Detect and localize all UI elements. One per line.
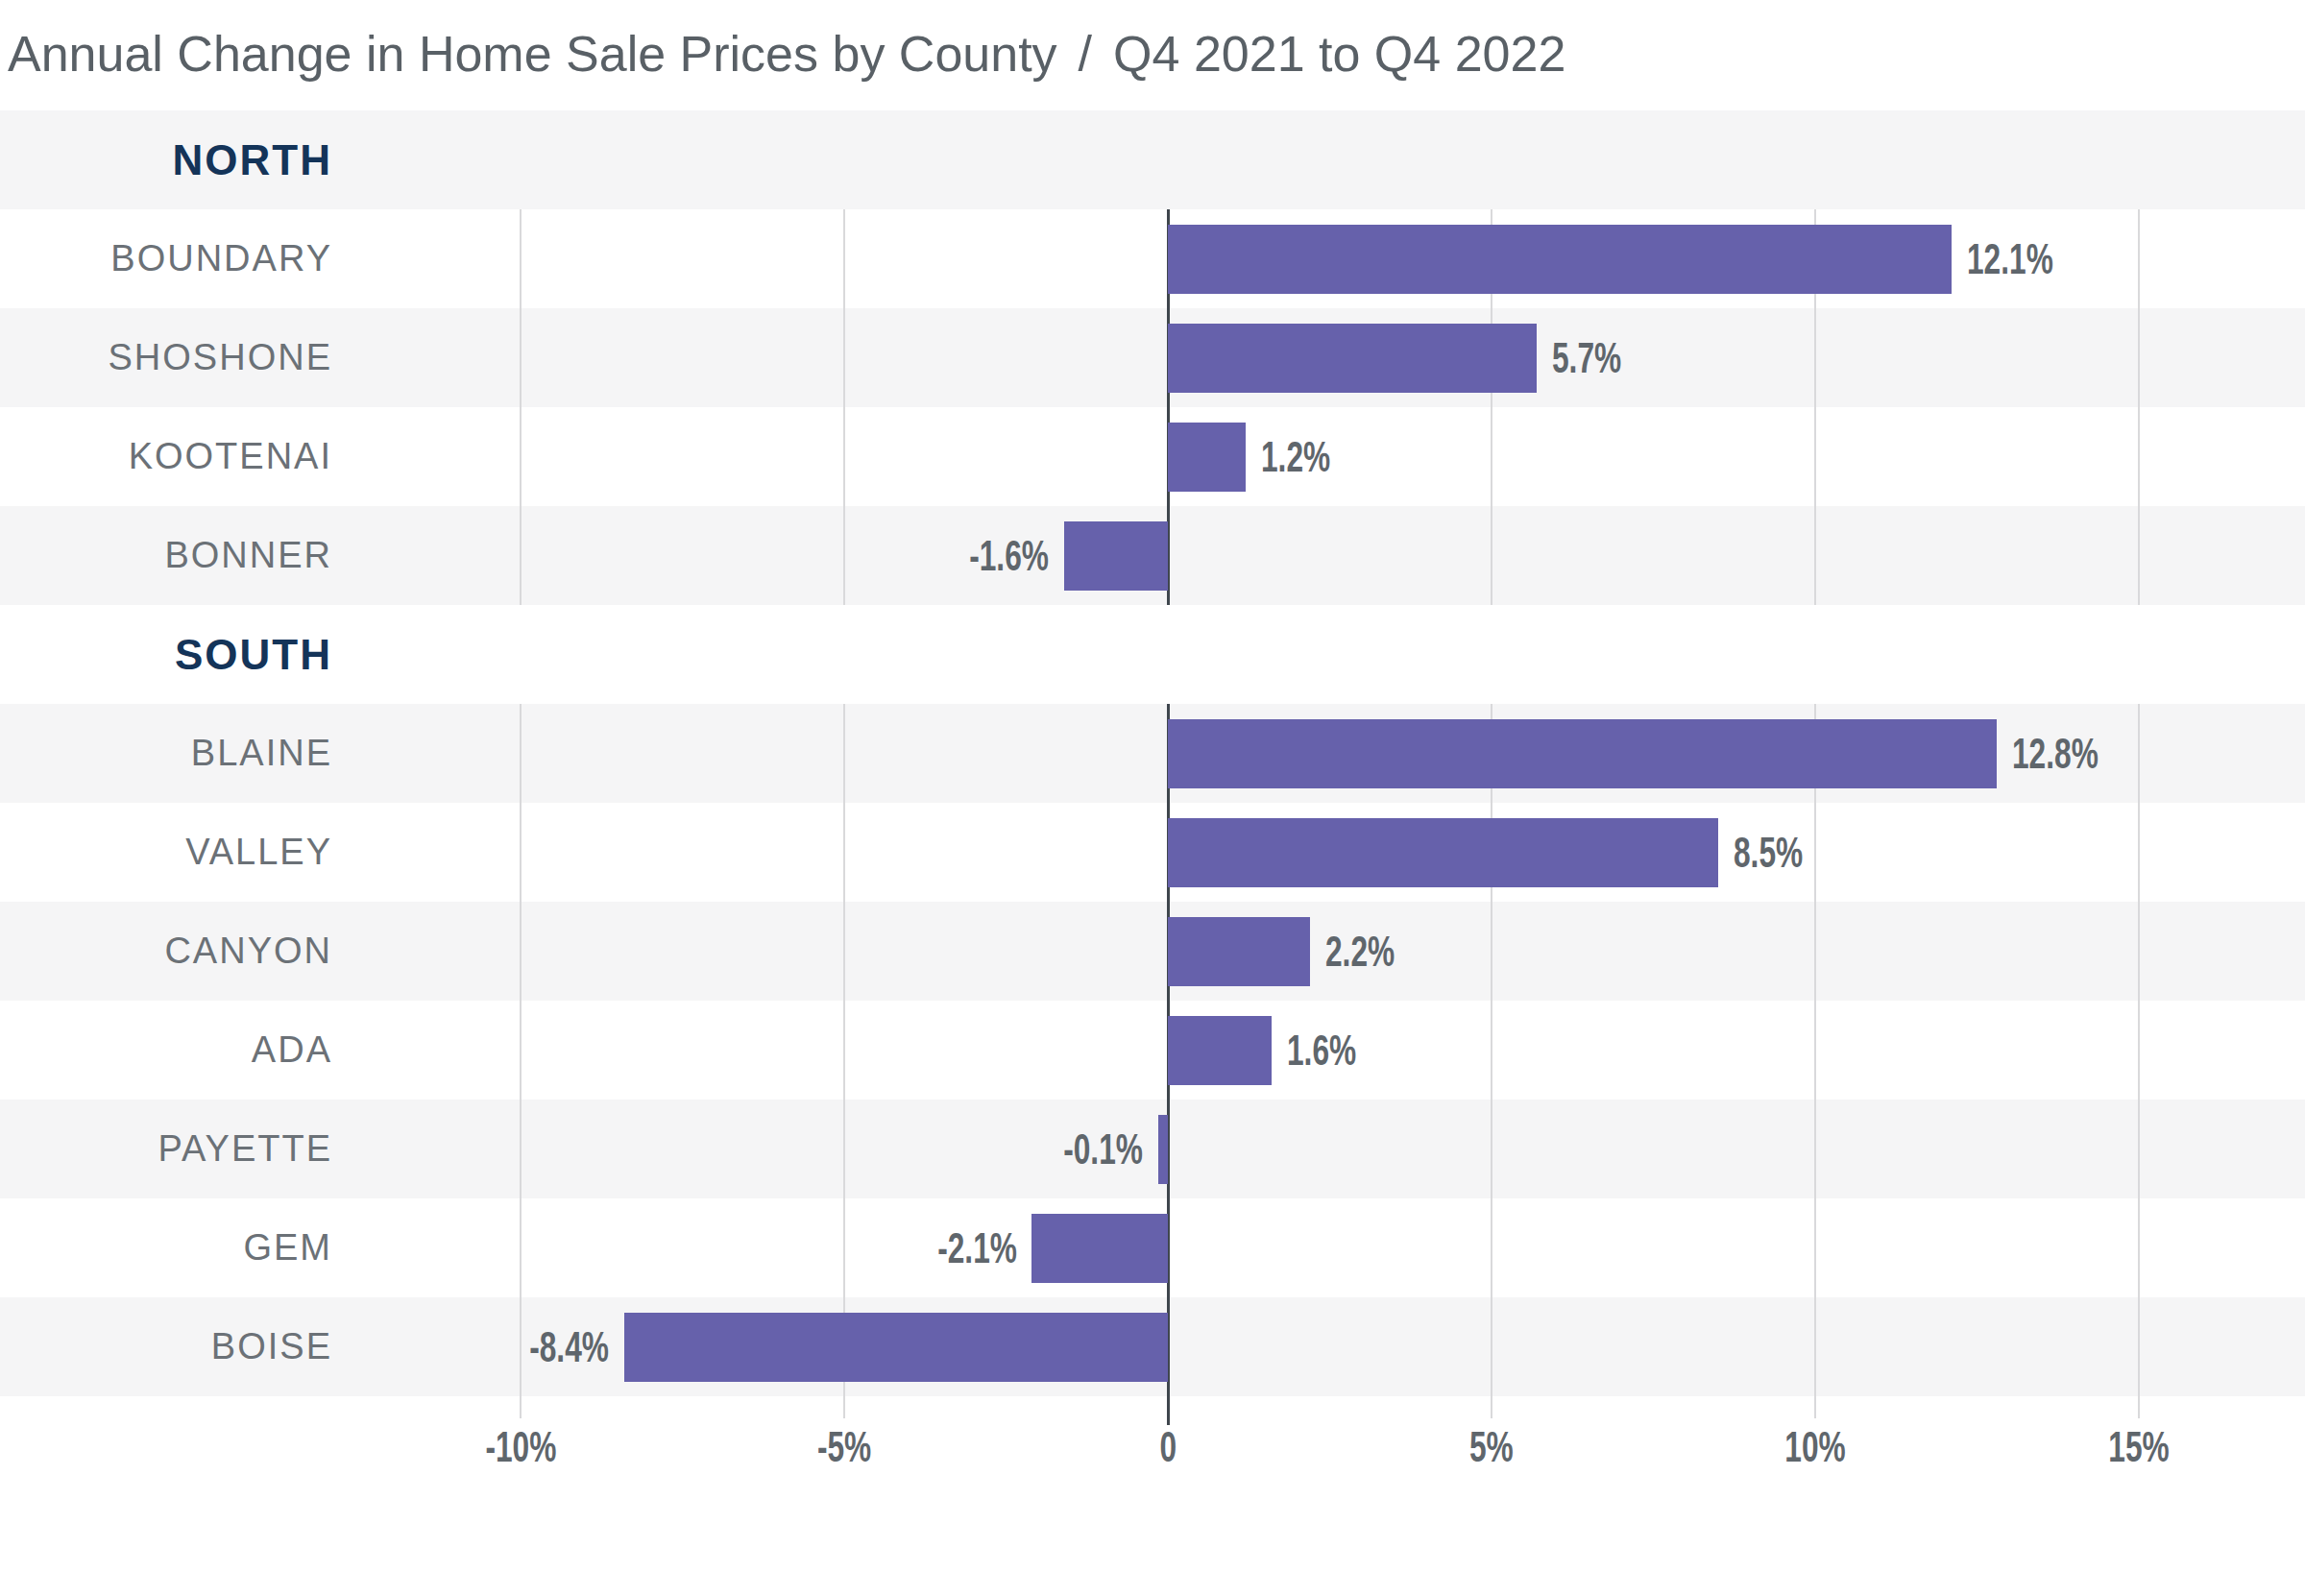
county-label-gem: GEM: [243, 1227, 332, 1269]
row-label-cell: BONNER: [0, 506, 332, 605]
x-tick-label--10: -10%: [415, 1423, 626, 1471]
row-label-cell: PAYETTE: [0, 1100, 332, 1198]
x-tick-label-5: 5%: [1386, 1423, 1597, 1471]
value-text: 1.2%: [1261, 433, 1330, 481]
gridline-15: [2138, 704, 2140, 1418]
value-text: 1.6%: [1287, 1027, 1356, 1075]
county-label-boundary: BOUNDARY: [110, 238, 332, 279]
tick-text: -5%: [817, 1423, 871, 1471]
section-row: NORTH: [0, 110, 2305, 209]
row-label-cell: SHOSHONE: [0, 308, 332, 407]
row-label-cell: BLAINE: [0, 704, 332, 803]
row-label-cell: GEM: [0, 1198, 332, 1297]
table-row: KOOTENAI: [0, 407, 2305, 506]
county-label-valley: VALLEY: [185, 832, 332, 873]
value-label-ada: 1.6%: [1287, 1001, 1383, 1100]
value-text: -1.6%: [969, 532, 1049, 580]
table-row: SHOSHONE: [0, 308, 2305, 407]
chart-canvas: Annual Change in Home Sale Prices by Cou…: [0, 0, 2305, 1596]
section-label-south: SOUTH: [175, 631, 332, 679]
row-label-cell: BOUNDARY: [0, 209, 332, 308]
county-label-ada: ADA: [252, 1029, 332, 1071]
table-row: VALLEY: [0, 803, 2305, 902]
row-label-cell: KOOTENAI: [0, 407, 332, 506]
value-text: -0.1%: [1063, 1125, 1143, 1173]
section-label-north: NORTH: [173, 136, 332, 184]
value-label-canyon: 2.2%: [1325, 902, 1421, 1001]
x-tick-label--5: -5%: [739, 1423, 950, 1471]
bar-canyon: [1168, 917, 1310, 986]
value-label-gem: -2.1%: [907, 1198, 1017, 1297]
table-row: BOUNDARY: [0, 209, 2305, 308]
value-text: 5.7%: [1552, 334, 1621, 382]
value-text: -8.4%: [529, 1323, 609, 1371]
gridline-5: [1491, 704, 1492, 1418]
row-label-cell: ADA: [0, 1001, 332, 1100]
table-row: ADA: [0, 1001, 2305, 1100]
bar-shoshone: [1168, 324, 1537, 393]
value-label-payette: -0.1%: [1032, 1100, 1143, 1198]
tick-text: 5%: [1469, 1423, 1514, 1471]
bar-kootenai: [1168, 423, 1246, 492]
gridline--5: [843, 704, 845, 1418]
row-label-cell: VALLEY: [0, 803, 332, 902]
county-label-canyon: CANYON: [164, 931, 332, 972]
title-main: Annual Change in Home Sale Prices by Cou…: [8, 26, 1057, 82]
value-text: 12.1%: [1967, 235, 2053, 283]
row-label-cell: SOUTH: [0, 605, 332, 704]
tick-text: 15%: [2108, 1423, 2169, 1471]
bar-boise: [624, 1313, 1168, 1382]
bar-ada: [1168, 1016, 1272, 1085]
value-label-shoshone: 5.7%: [1552, 308, 1648, 407]
tick-text: -10%: [485, 1423, 556, 1471]
county-label-kootenai: KOOTENAI: [129, 436, 332, 477]
bar-gem: [1031, 1214, 1168, 1283]
county-label-boise: BOISE: [211, 1326, 332, 1367]
gridline--10: [520, 209, 522, 605]
gridline-15: [2138, 209, 2140, 605]
row-label-cell: BOISE: [0, 1297, 332, 1396]
county-label-blaine: BLAINE: [191, 733, 332, 774]
row-label-cell: NORTH: [0, 110, 332, 209]
value-label-valley: 8.5%: [1734, 803, 1830, 902]
chart-title: Annual Change in Home Sale Prices by Cou…: [8, 25, 1565, 83]
bar-boundary: [1168, 225, 1952, 294]
table-row: PAYETTE: [0, 1100, 2305, 1198]
bar-bonner: [1064, 521, 1168, 591]
value-text: 8.5%: [1734, 829, 1803, 877]
gridline--5: [843, 209, 845, 605]
value-label-bonner: -1.6%: [938, 506, 1049, 605]
value-label-kootenai: 1.2%: [1261, 407, 1357, 506]
value-label-boise: -8.4%: [498, 1297, 609, 1396]
bar-valley: [1168, 818, 1718, 887]
bar-blaine: [1168, 719, 1997, 788]
title-separator: /: [1079, 26, 1092, 82]
tick-text: 0: [1159, 1423, 1177, 1471]
value-label-boundary: 12.1%: [1967, 209, 2087, 308]
value-text: 2.2%: [1325, 928, 1395, 976]
county-label-payette: PAYETTE: [158, 1128, 332, 1170]
x-tick-label-10: 10%: [1710, 1423, 1921, 1471]
section-row: SOUTH: [0, 605, 2305, 704]
county-label-bonner: BONNER: [164, 535, 332, 576]
value-text: 12.8%: [2012, 730, 2099, 778]
table-row: CANYON: [0, 902, 2305, 1001]
value-label-blaine: 12.8%: [2012, 704, 2132, 803]
x-tick-label-0: 0: [1062, 1423, 1274, 1471]
bar-payette: [1158, 1115, 1168, 1184]
county-label-shoshone: SHOSHONE: [109, 337, 332, 378]
x-tick-label-15: 15%: [2033, 1423, 2244, 1471]
row-label-cell: CANYON: [0, 902, 332, 1001]
title-range: Q4 2021 to Q4 2022: [1113, 26, 1565, 82]
tick-text: 10%: [1784, 1423, 1845, 1471]
value-text: -2.1%: [937, 1224, 1017, 1272]
